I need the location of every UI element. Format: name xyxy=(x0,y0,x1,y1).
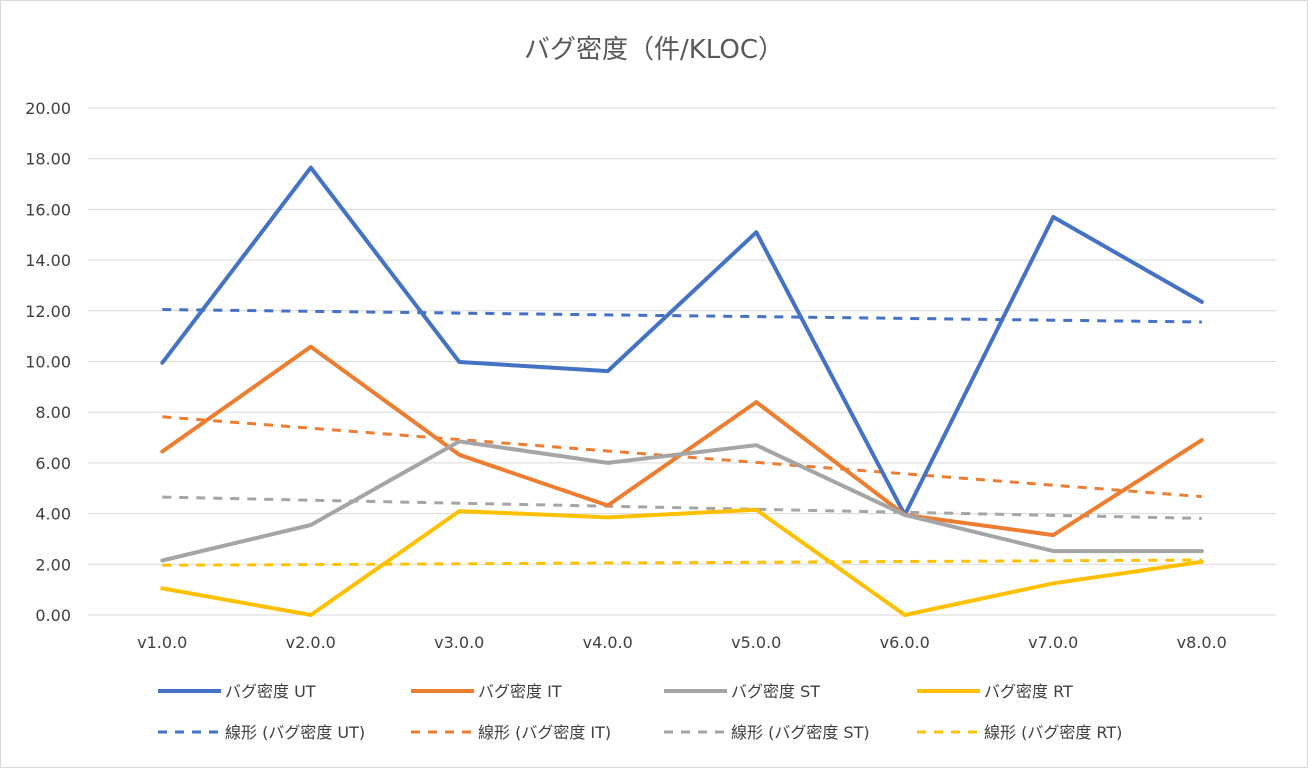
legend-label: バグ密度 ST xyxy=(731,682,820,701)
y-tick-label: 14.00 xyxy=(25,251,71,270)
series-lines xyxy=(160,165,1204,617)
legend-label: 線形 (バグ密度 RT) xyxy=(984,723,1122,742)
legend-item-0: バグ密度 UT xyxy=(158,682,316,701)
x-tick-label: v2.0.0 xyxy=(286,633,336,652)
gridlines xyxy=(88,107,1276,616)
legend-item-2: バグ密度 ST xyxy=(664,682,820,701)
series-line-1 xyxy=(160,344,1204,538)
y-tick-label: 4.00 xyxy=(35,505,71,524)
y-tick-label: 0.00 xyxy=(35,606,71,625)
legend-item-3: バグ密度 RT xyxy=(917,682,1073,701)
legend-item-4: 線形 (バグ密度 UT) xyxy=(158,723,365,742)
x-tick-label: v1.0.0 xyxy=(137,633,187,652)
y-tick-label: 6.00 xyxy=(35,454,71,473)
legend-item-6: 線形 (バグ密度 ST) xyxy=(664,723,870,742)
trendline-series-6 xyxy=(162,495,1202,520)
legend-label: 線形 (バグ密度 IT) xyxy=(478,723,611,742)
legend-label: 線形 (バグ密度 UT) xyxy=(225,723,365,742)
trendline-series-4 xyxy=(162,308,1202,324)
y-tick-label: 10.00 xyxy=(25,353,71,372)
legend-item-5: 線形 (バグ密度 IT) xyxy=(411,723,611,742)
y-tick-label: 16.00 xyxy=(25,200,71,219)
legend-label: バグ密度 IT xyxy=(478,682,562,701)
legend: バグ密度 UT バグ密度 IT バグ密度 ST バグ密度 RT 線形 (バグ密度 UT)… xyxy=(158,682,1122,742)
y-tick-label: 12.00 xyxy=(25,302,71,321)
legend-label: バグ密度 RT xyxy=(984,682,1073,701)
x-tick-label: v7.0.0 xyxy=(1028,633,1078,652)
series-line-2 xyxy=(160,439,1204,563)
x-tick-label: v6.0.0 xyxy=(880,633,930,652)
x-tick-label: v4.0.0 xyxy=(583,633,633,652)
series-line-0 xyxy=(160,165,1204,517)
trendline-series-7 xyxy=(162,558,1202,567)
legend-item-7: 線形 (バグ密度 RT) xyxy=(917,723,1122,742)
y-tick-label: 20.00 xyxy=(25,99,71,118)
y-axis-tick-labels: 0.00 2.00 4.00 6.00 8.00 10.00 12.00 14.00 16.00… xyxy=(25,99,71,625)
legend-item-1: バグ密度 IT xyxy=(411,682,562,701)
x-tick-label: v3.0.0 xyxy=(434,633,484,652)
x-tick-label: v8.0.0 xyxy=(1177,633,1227,652)
x-axis-tick-labels: v1.0.0 v2.0.0 v3.0.0 v4.0.0 v5.0.0 v6.0.0 v7.0… xyxy=(137,633,1227,652)
trendline-series-5 xyxy=(162,415,1202,499)
series-line-3 xyxy=(160,507,1204,617)
legend-label: 線形 (バグ密度 ST) xyxy=(731,723,870,742)
chart-title: バグ密度（件/KLOC） xyxy=(524,35,784,65)
legend-label: バグ密度 UT xyxy=(225,682,316,701)
y-tick-label: 18.00 xyxy=(25,150,71,169)
x-tick-label: v5.0.0 xyxy=(731,633,781,652)
y-tick-label: 8.00 xyxy=(35,403,71,422)
y-tick-label: 2.00 xyxy=(35,555,71,574)
